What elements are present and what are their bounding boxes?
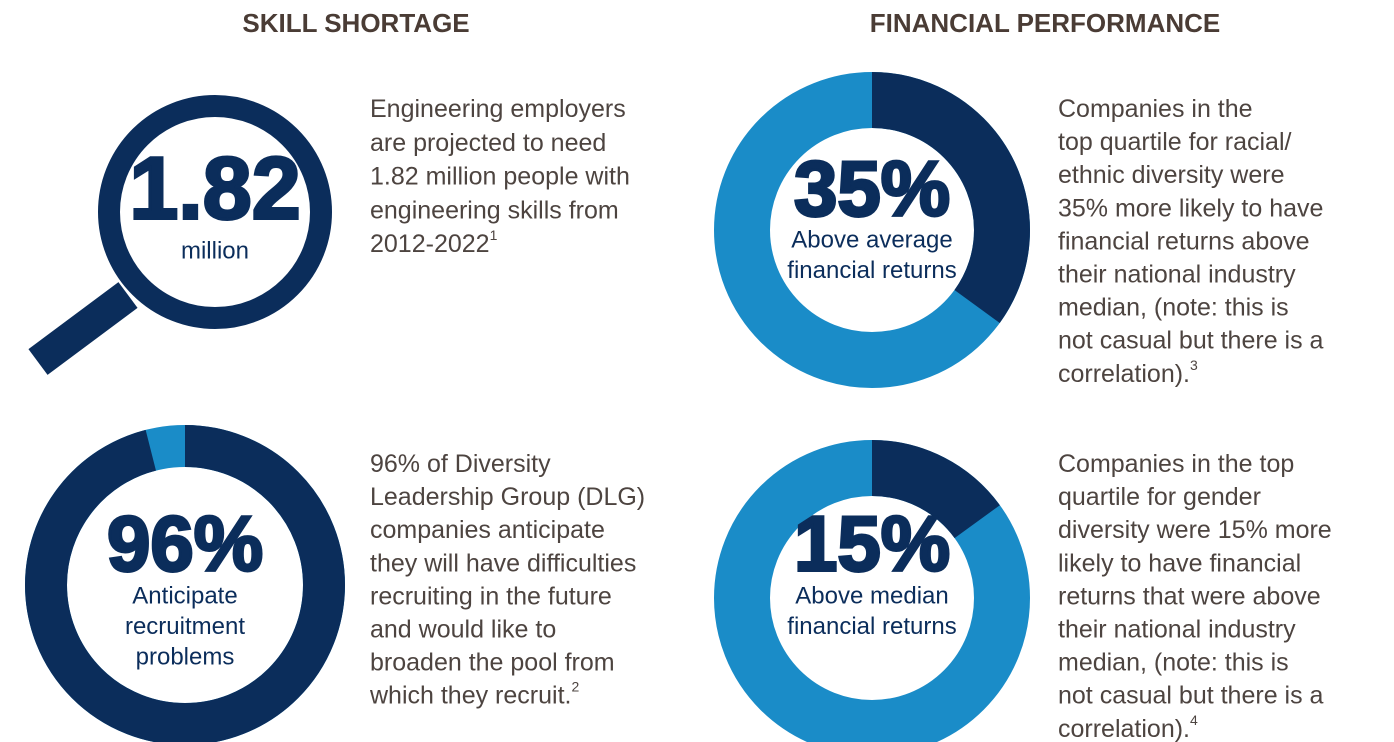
text: their national industry (1058, 615, 1296, 643)
paragraph-line: returns that were above (1058, 582, 1321, 610)
footnote: 1 (490, 227, 498, 243)
text: Companies in the (1058, 95, 1253, 123)
text: 35% more likely to have (1058, 194, 1323, 222)
text: likely to have financial (1058, 549, 1301, 577)
text: are projected to need (370, 128, 606, 156)
paragraph-line: median, (note: this is (1058, 293, 1289, 321)
text: their national industry (1058, 260, 1296, 288)
text: broaden the pool from (370, 648, 615, 676)
paragraph-line: not casual but there is a (1058, 326, 1324, 354)
text: returns that were above (1058, 582, 1321, 610)
big-number: 1.82 (129, 138, 300, 237)
footnote: 4 (1190, 712, 1198, 728)
paragraph-line: their national industry (1058, 260, 1296, 288)
paragraph-line: quartile for gender (1058, 483, 1261, 511)
text: 2012-2022 (370, 230, 490, 258)
paragraph-line: and would like to (370, 615, 556, 643)
text: 96% of Diversity (370, 450, 551, 478)
donut-arc (714, 72, 1030, 388)
paragraph-line: are projected to need (370, 128, 606, 156)
magnifier-handle (28, 282, 138, 375)
text: financial returns above (1058, 227, 1310, 255)
unit: million (181, 237, 249, 264)
text: median, (note: this is (1058, 648, 1289, 676)
paragraph-line: 96% of Diversity (370, 450, 551, 478)
section-title: SKILL SHORTAGE (242, 8, 469, 38)
paragraph-line: engineering skills from (370, 196, 619, 224)
caption: Anticipate (132, 582, 237, 609)
caption: financial returns (787, 613, 956, 640)
text: companies anticipate (370, 516, 605, 544)
paragraph-line: likely to have financial (1058, 549, 1301, 577)
text: quartile for gender (1058, 483, 1261, 511)
text: correlation). (1058, 714, 1190, 742)
paragraph-line: correlation).3 (1058, 357, 1198, 388)
big-number: 96% (107, 500, 263, 588)
caption: Above median (795, 582, 948, 609)
paragraph-line: 2012-20221 (370, 227, 498, 258)
donut-arc (25, 425, 345, 742)
footnote: 2 (571, 678, 579, 694)
paragraph-line: Leadership Group (DLG) (370, 483, 645, 511)
paragraph-line: financial returns above (1058, 227, 1310, 255)
text: which they recruit. (369, 681, 571, 709)
text: Companies in the top (1058, 450, 1294, 478)
text: not casual but there is a (1058, 681, 1324, 709)
footnote: 3 (1190, 357, 1198, 373)
text: recruiting in the future (370, 582, 612, 610)
paragraph-line: Engineering employers (370, 95, 626, 123)
paragraph-line: recruiting in the future (370, 582, 612, 610)
paragraph-line: which they recruit.2 (369, 678, 579, 709)
paragraph-line: not casual but there is a (1058, 681, 1324, 709)
magnifier-lens (98, 95, 332, 329)
text: they will have difficulties (370, 549, 636, 577)
caption: recruitment (125, 613, 245, 640)
text: correlation). (1058, 359, 1190, 387)
paragraph-line: broaden the pool from (370, 648, 615, 676)
caption: problems (136, 643, 235, 670)
section-title: FINANCIAL PERFORMANCE (870, 8, 1221, 38)
text: not casual but there is a (1058, 326, 1324, 354)
donut-arc (714, 440, 1030, 742)
text: 1.82 million people with (370, 162, 630, 190)
paragraph-line: 1.82 million people with (370, 162, 630, 190)
caption: Above average (791, 226, 952, 253)
paragraph-line: top quartile for racial/ (1058, 128, 1292, 156)
paragraph-line: Companies in the (1058, 95, 1253, 123)
paragraph-line: they will have difficulties (370, 549, 636, 577)
text: top quartile for racial/ (1058, 128, 1292, 156)
text: and would like to (370, 615, 556, 643)
big-number: 15% (794, 500, 950, 588)
text: median, (note: this is (1058, 293, 1289, 321)
paragraph-line: correlation).4 (1058, 712, 1198, 742)
paragraph-line: 35% more likely to have (1058, 194, 1323, 222)
paragraph-line: companies anticipate (370, 516, 605, 544)
text: diversity were 15% more (1058, 516, 1332, 544)
paragraph-line: diversity were 15% more (1058, 516, 1332, 544)
text: Engineering employers (370, 95, 626, 123)
text: ethnic diversity were (1058, 161, 1284, 189)
text: Leadership Group (DLG) (370, 483, 645, 511)
paragraph-line: median, (note: this is (1058, 648, 1289, 676)
paragraph-line: ethnic diversity were (1058, 161, 1284, 189)
big-number: 35% (794, 145, 950, 233)
text: engineering skills from (370, 196, 619, 224)
paragraph-line: Companies in the top (1058, 450, 1294, 478)
paragraph-line: their national industry (1058, 615, 1296, 643)
caption: financial returns (787, 257, 956, 284)
